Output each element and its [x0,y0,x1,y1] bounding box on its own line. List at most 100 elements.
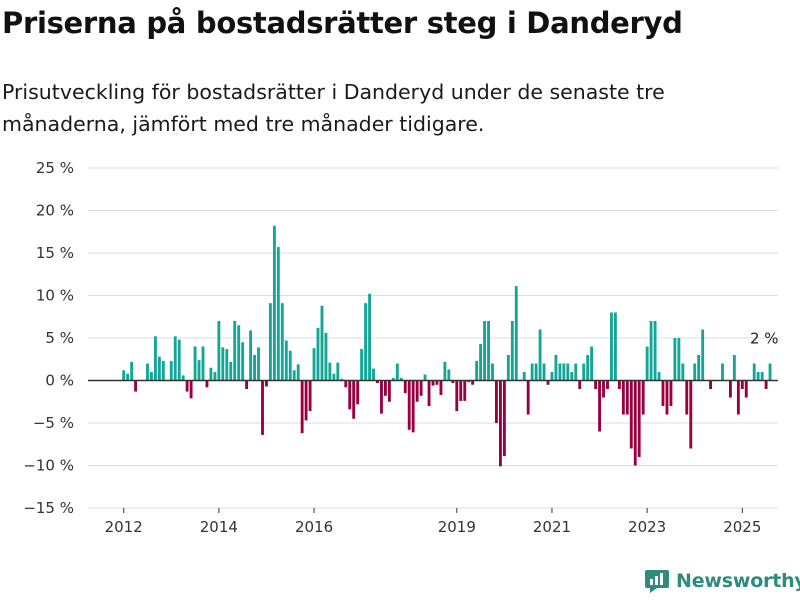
bar [177,339,181,381]
brand-name: Newsworthy [676,570,800,592]
bar [387,380,391,402]
y-tick-label: −10 % [23,457,74,475]
bar [546,380,550,385]
bar [613,312,617,381]
bar [661,380,665,406]
bar [471,380,475,385]
bar [467,380,471,383]
bar [415,380,419,402]
y-tick-label: 25 % [36,159,74,177]
bar [669,380,673,406]
bar [760,372,764,381]
bar [657,372,661,381]
bar [653,321,657,381]
bar [296,364,300,381]
bar [411,380,415,433]
bar [479,343,483,381]
bar [391,377,395,381]
bar [276,247,280,381]
bar [348,380,352,410]
bar [193,346,197,381]
bar [280,303,284,381]
bar [510,321,514,381]
bar [701,329,705,381]
bar [146,363,149,381]
newsworthy-logo: Newsworthy [644,568,800,594]
bar [185,380,189,392]
bar [161,360,165,381]
bar [213,372,217,381]
bar [312,348,316,381]
bar [728,380,732,398]
bar [360,349,364,381]
bar [229,361,233,381]
bar [633,380,637,466]
bar [721,363,724,381]
bar [538,329,542,381]
bar [483,321,486,381]
bar [130,361,134,381]
bar [514,286,518,381]
bar [443,361,447,381]
bar [681,363,685,381]
bar [340,378,344,381]
bar [617,380,621,389]
bar [284,340,288,381]
bar [268,303,272,381]
bar [689,380,693,449]
bar [209,367,213,381]
bar [709,380,712,389]
bar [554,355,558,381]
bar [459,380,463,401]
bar [558,363,562,381]
bar [697,355,701,381]
bar [463,380,467,401]
bar [665,380,669,415]
bar [300,380,304,434]
bar [732,355,736,381]
bar [752,363,756,381]
bar [764,380,768,389]
bar [693,363,697,381]
bar [629,380,633,449]
bar [423,374,427,381]
bar [407,380,411,430]
bar [439,380,443,395]
x-tick-label: 2019 [438,518,476,536]
bar [534,363,538,381]
x-tick-label: 2025 [723,518,761,536]
bar [526,380,530,415]
bar [427,380,431,406]
bar [344,380,348,388]
bar [383,380,387,396]
bar [637,380,641,457]
bar [455,380,459,412]
bar [253,355,256,381]
bar [451,380,455,384]
bar [126,373,130,381]
bar [403,380,407,394]
bar [602,380,605,398]
bar [288,350,292,381]
y-tick-label: −5 % [33,414,74,432]
bar [641,380,645,415]
bar [356,380,360,405]
bar [261,380,264,435]
bar [673,338,677,381]
bar [562,363,566,381]
y-tick-label: 15 % [36,244,74,262]
bar [372,368,375,381]
bar [205,380,209,388]
bar [225,349,229,381]
bar [352,380,356,419]
bar [368,293,371,381]
bar [134,380,138,392]
bar [475,360,479,381]
bar [217,321,221,381]
bar [736,380,740,415]
bar [586,355,590,381]
bar [740,380,744,389]
bar [522,372,526,381]
bar [542,363,546,381]
